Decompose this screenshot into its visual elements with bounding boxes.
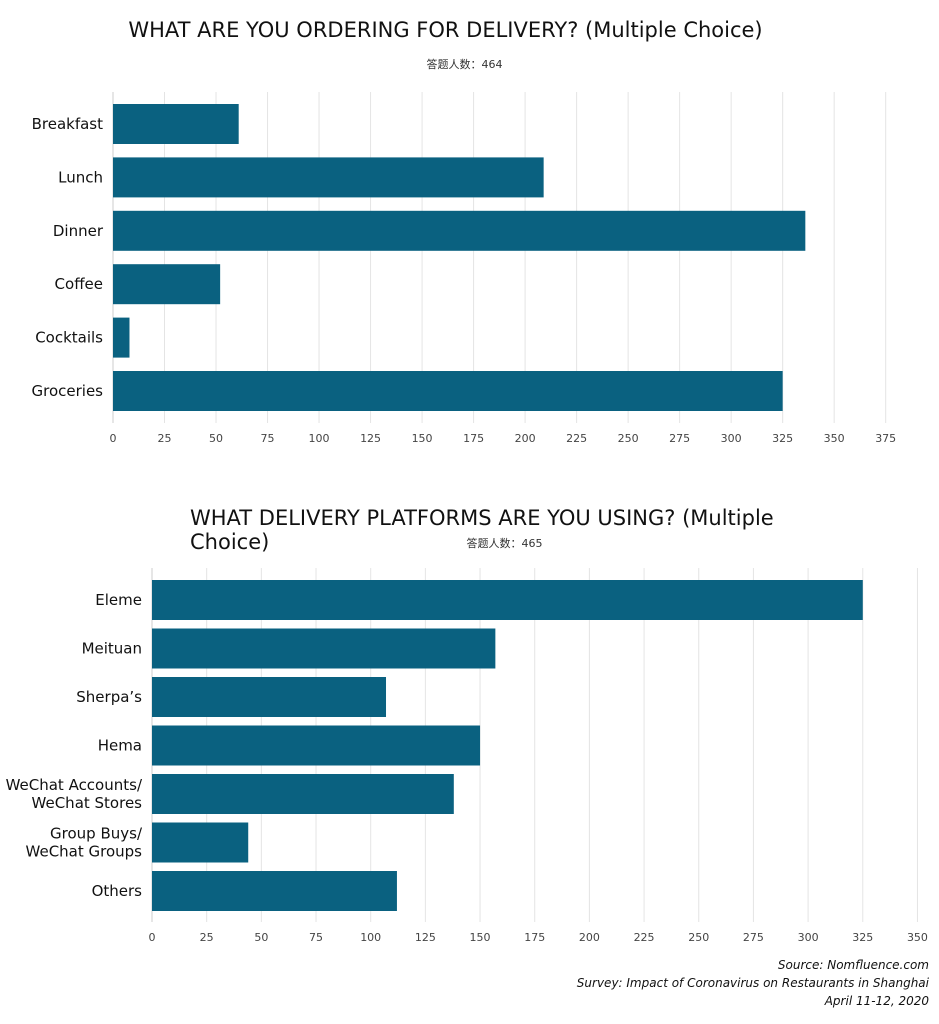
- chart2-x-tick-label: 350: [907, 931, 928, 944]
- chart2-bar-0: [152, 580, 863, 620]
- chart2-x-tick-label: 125: [415, 931, 436, 944]
- chart1-category-label: Cocktails: [35, 329, 103, 347]
- chart1-x-tick-label: 250: [618, 432, 639, 445]
- chart2-subtitle: 答题人数：465: [466, 537, 543, 550]
- chart2-bar-5: [152, 822, 249, 863]
- chart2-category-label: Meituan: [82, 640, 142, 658]
- chart1-bar-3: [113, 264, 221, 305]
- chart2-category-label: Hema: [98, 737, 142, 755]
- chart2-bar-6: [152, 871, 397, 911]
- chart2-x-tick-label: 275: [743, 931, 764, 944]
- chart1-category-label: Breakfast: [32, 115, 104, 133]
- chart1-x-tick-label: 175: [463, 432, 484, 445]
- survey-line: Survey: Impact of Coronavirus on Restaur…: [576, 976, 929, 990]
- chart2-x-tick-label: 150: [470, 931, 491, 944]
- chart1-x-tick-label: 375: [875, 432, 896, 445]
- chart2-x-tick-label: 175: [524, 931, 545, 944]
- chart1-category-label: Dinner: [53, 222, 104, 240]
- chart1-category-label: Groceries: [32, 382, 104, 400]
- chart1-x-tick-label: 100: [309, 432, 330, 445]
- source-line: Source: Nomfluence.com: [777, 958, 929, 972]
- chart2-title: WHAT DELIVERY PLATFORMS ARE YOU USING? (…: [190, 506, 774, 554]
- chart1-title: WHAT ARE YOU ORDERING FOR DELIVERY? (Mul…: [128, 18, 763, 42]
- chart1-x-tick-label: 350: [824, 432, 845, 445]
- chart1-bar-0: [113, 104, 239, 144]
- chart2-category-label: WeChat Accounts/WeChat Stores: [6, 776, 143, 812]
- chart1-bar-1: [113, 157, 544, 198]
- chart2-x-tick-label: 225: [634, 931, 655, 944]
- chart1-category-label: Lunch: [58, 168, 103, 186]
- chart1-bar-5: [113, 371, 783, 411]
- chart2-bar-1: [152, 628, 496, 669]
- date-line: April 11-12, 2020: [824, 994, 929, 1008]
- chart2-x-tick-label: 25: [200, 931, 214, 944]
- chart2-x-tick-label: 200: [579, 931, 600, 944]
- chart1-x-tick-label: 200: [515, 432, 536, 445]
- chart2-x-tick-label: 50: [254, 931, 268, 944]
- chart2-bar-2: [152, 677, 387, 717]
- chart1-x-tick-label: 150: [412, 432, 433, 445]
- chart2-x-tick-label: 300: [798, 931, 819, 944]
- chart1-x-tick-label: 225: [566, 432, 587, 445]
- chart1-x-tick-label: 325: [772, 432, 793, 445]
- chart2-category-label: Group Buys/WeChat Groups: [26, 825, 143, 861]
- chart1-x-tick-label: 50: [209, 432, 223, 445]
- chart2-x-tick-label: 325: [852, 931, 873, 944]
- chart2-x-tick-label: 75: [309, 931, 323, 944]
- chart1-x-tick-label: 125: [360, 432, 381, 445]
- chart1-x-tick-label: 275: [669, 432, 690, 445]
- chart2-x-tick-label: 0: [149, 931, 156, 944]
- chart1-category-label: Coffee: [55, 275, 103, 293]
- chart2-category-label: Others: [92, 882, 143, 900]
- chart2-bar-4: [152, 774, 454, 814]
- chart1-bar-4: [113, 317, 130, 358]
- chart2-bar-3: [152, 725, 481, 766]
- chart2-x-tick-label: 100: [360, 931, 381, 944]
- chart2-category-label: Sherpa’s: [76, 688, 142, 706]
- chart1-bar-2: [113, 210, 806, 251]
- chart1-x-tick-label: 25: [158, 432, 172, 445]
- chart1-x-tick-label: 75: [261, 432, 275, 445]
- chart1-subtitle: 答题人数：464: [426, 58, 503, 71]
- chart2-x-tick-label: 250: [688, 931, 709, 944]
- chart1-x-tick-label: 0: [110, 432, 117, 445]
- chart2-category-label: Eleme: [95, 591, 142, 609]
- chart1-x-tick-label: 300: [721, 432, 742, 445]
